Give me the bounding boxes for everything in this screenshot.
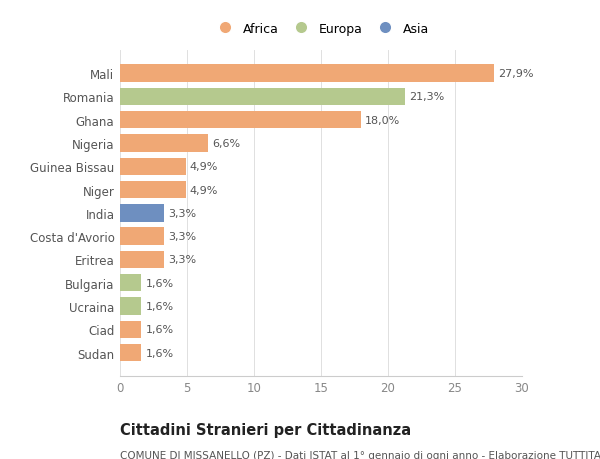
Text: 18,0%: 18,0%	[365, 116, 400, 125]
Text: 1,6%: 1,6%	[145, 302, 173, 311]
Bar	[120, 205, 164, 222]
Text: 27,9%: 27,9%	[498, 69, 533, 79]
Bar	[120, 112, 361, 129]
Text: 4,9%: 4,9%	[190, 162, 218, 172]
Bar	[120, 158, 185, 176]
Text: 1,6%: 1,6%	[145, 325, 173, 335]
Text: 3,3%: 3,3%	[168, 255, 196, 265]
Bar	[120, 321, 142, 338]
Text: 3,3%: 3,3%	[168, 208, 196, 218]
Text: 21,3%: 21,3%	[409, 92, 445, 102]
Text: COMUNE DI MISSANELLO (PZ) - Dati ISTAT al 1° gennaio di ogni anno - Elaborazione: COMUNE DI MISSANELLO (PZ) - Dati ISTAT a…	[120, 450, 600, 459]
Bar	[120, 181, 185, 199]
Text: 4,9%: 4,9%	[190, 185, 218, 195]
Bar	[120, 251, 164, 269]
Text: 1,6%: 1,6%	[145, 348, 173, 358]
Bar	[120, 228, 164, 246]
Text: Cittadini Stranieri per Cittadinanza: Cittadini Stranieri per Cittadinanza	[120, 422, 411, 437]
Legend: Africa, Europa, Asia: Africa, Europa, Asia	[208, 17, 434, 40]
Bar	[120, 298, 142, 315]
Bar	[120, 135, 208, 152]
Bar	[120, 89, 406, 106]
Text: 1,6%: 1,6%	[145, 278, 173, 288]
Bar	[120, 65, 494, 83]
Bar	[120, 274, 142, 292]
Bar	[120, 344, 142, 362]
Text: 6,6%: 6,6%	[212, 139, 241, 149]
Text: 3,3%: 3,3%	[168, 232, 196, 241]
